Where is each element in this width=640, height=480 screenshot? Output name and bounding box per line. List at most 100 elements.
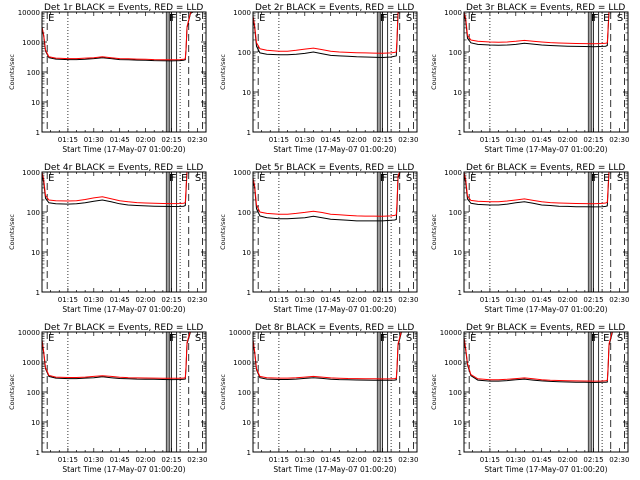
x-tick-label: 02:15 xyxy=(161,456,181,464)
event-marker-e: E xyxy=(181,173,187,184)
event-marker-f: F xyxy=(380,13,386,24)
event-marker-e: E xyxy=(259,173,265,184)
y-tick-label: 1 xyxy=(458,289,462,297)
y-tick-label: 1 xyxy=(36,449,40,457)
series-lld xyxy=(464,332,613,382)
x-tick-label: 01:15 xyxy=(58,456,78,464)
panel-det-6: Det 6r BLACK = Events, RED = LLD 1 10 100 10… xyxy=(430,163,629,314)
event-marker-e: E xyxy=(259,333,265,344)
x-axis-label: Start Time (17-May-07 01:00:20) xyxy=(484,465,607,474)
x-tick-label: 01:15 xyxy=(480,136,500,144)
panel-det-8: Det 8r BLACK = Events, RED = LLD 1 10 100 10… xyxy=(219,323,418,474)
x-tick-label: 01:45 xyxy=(532,296,552,304)
y-tick-label: 1 xyxy=(247,129,251,137)
event-marker-f: F xyxy=(171,13,177,24)
event-marker-s: S xyxy=(195,13,201,24)
y-tick-label: 1000 xyxy=(233,169,251,177)
y-tick-label: 100 xyxy=(27,209,40,217)
x-tick-label: 02:15 xyxy=(372,136,392,144)
x-axis-label: Start Time (17-May-07 01:00:20) xyxy=(62,465,185,474)
event-marker-e: E xyxy=(603,333,609,344)
series-lld xyxy=(253,332,402,380)
panel-det-7: Det 7r BLACK = Events, RED = LLD 1 10 100 10… xyxy=(8,323,207,474)
y-tick-label: 10 xyxy=(31,99,40,107)
y-axis-label: Counts/sec xyxy=(8,214,16,250)
x-axis-label: Start Time (17-May-07 01:00:20) xyxy=(484,305,607,314)
event-marker-e: E xyxy=(48,13,54,24)
x-tick-label: 02:00 xyxy=(346,296,366,304)
y-axis-label: Counts/sec xyxy=(430,54,438,90)
panel-det-4: Det 4r BLACK = Events, RED = LLD 1 10 100 10… xyxy=(8,163,207,314)
x-tick-label: 01:15 xyxy=(58,136,78,144)
event-marker-f: F xyxy=(382,333,388,344)
x-tick-label: 02:30 xyxy=(398,456,418,464)
panel-title: Det 4r BLACK = Events, RED = LLD xyxy=(44,163,203,173)
y-tick-label: 100 xyxy=(449,49,462,57)
y-axis-label: Counts/sec xyxy=(430,374,438,410)
plot-area xyxy=(42,12,203,132)
event-marker-e: E xyxy=(392,333,398,344)
x-axis-label: Start Time (17-May-07 01:00:20) xyxy=(273,145,396,154)
y-axis-label: Counts/sec xyxy=(430,214,438,250)
panel-title: Det 5r BLACK = Events, RED = LLD xyxy=(255,163,414,173)
event-marker-e: E xyxy=(392,13,398,24)
y-tick-label: 10 xyxy=(31,419,40,427)
x-tick-label: 02:30 xyxy=(609,456,629,464)
y-tick-label: 1000 xyxy=(233,359,251,367)
x-tick-label: 01:15 xyxy=(480,296,500,304)
y-tick-label: 1 xyxy=(36,129,40,137)
y-tick-label: 10 xyxy=(31,249,40,257)
x-tick-label: 01:30 xyxy=(84,136,104,144)
x-tick-label: 02:15 xyxy=(583,136,603,144)
event-marker-f: F xyxy=(591,333,597,344)
y-tick-label: 1 xyxy=(247,289,251,297)
x-tick-label: 01:15 xyxy=(269,296,289,304)
x-tick-label: 02:15 xyxy=(372,456,392,464)
panel-title: Det 9r BLACK = Events, RED = LLD xyxy=(466,323,625,333)
x-tick-label: 02:15 xyxy=(372,296,392,304)
panel-det-1: Det 1r BLACK = Events, RED = LLD 1 10 100 10… xyxy=(8,3,207,154)
event-marker-f: F xyxy=(382,13,388,24)
x-tick-label: 02:30 xyxy=(187,456,207,464)
y-axis-label: Counts/sec xyxy=(8,54,16,90)
series-lld xyxy=(253,172,401,217)
plot-area xyxy=(464,172,625,292)
x-tick-label: 02:00 xyxy=(135,456,155,464)
x-tick-label: 01:45 xyxy=(110,136,130,144)
y-tick-label: 1 xyxy=(247,449,251,457)
event-marker-f: F xyxy=(382,173,388,184)
y-tick-label: 10 xyxy=(453,249,462,257)
x-tick-label: 01:45 xyxy=(321,296,341,304)
x-axis-label: Start Time (17-May-07 01:00:20) xyxy=(62,305,185,314)
y-tick-label: 100 xyxy=(449,209,462,217)
event-marker-f: F xyxy=(591,13,597,24)
x-tick-label: 01:45 xyxy=(110,456,130,464)
series-lld xyxy=(42,12,194,61)
x-tick-label: 02:00 xyxy=(557,296,577,304)
x-axis-label: Start Time (17-May-07 01:00:20) xyxy=(62,145,185,154)
plot-area xyxy=(253,332,414,452)
y-tick-label: 10 xyxy=(242,89,251,97)
x-tick-label: 02:00 xyxy=(135,136,155,144)
panel-title: Det 3r BLACK = Events, RED = LLD xyxy=(466,3,625,13)
event-marker-e: E xyxy=(181,13,187,24)
y-axis-label: Counts/sec xyxy=(219,374,227,410)
x-tick-label: 02:30 xyxy=(187,296,207,304)
y-tick-label: 1000 xyxy=(22,359,40,367)
x-tick-label: 01:30 xyxy=(295,136,315,144)
x-axis-label: Start Time (17-May-07 01:00:20) xyxy=(273,465,396,474)
event-marker-f: F xyxy=(171,333,177,344)
y-tick-label: 1 xyxy=(458,129,462,137)
x-tick-label: 01:45 xyxy=(532,456,552,464)
plot-area xyxy=(42,172,203,292)
x-tick-label: 01:45 xyxy=(110,296,130,304)
event-marker-e: E xyxy=(48,333,54,344)
x-tick-label: 02:15 xyxy=(161,136,181,144)
x-tick-label: 02:30 xyxy=(609,136,629,144)
x-tick-label: 01:45 xyxy=(321,136,341,144)
event-marker-f: F xyxy=(169,13,175,24)
x-tick-label: 01:30 xyxy=(84,296,104,304)
x-tick-label: 01:45 xyxy=(321,456,341,464)
event-marker-e: E xyxy=(181,333,187,344)
y-axis-label: Counts/sec xyxy=(8,374,16,410)
